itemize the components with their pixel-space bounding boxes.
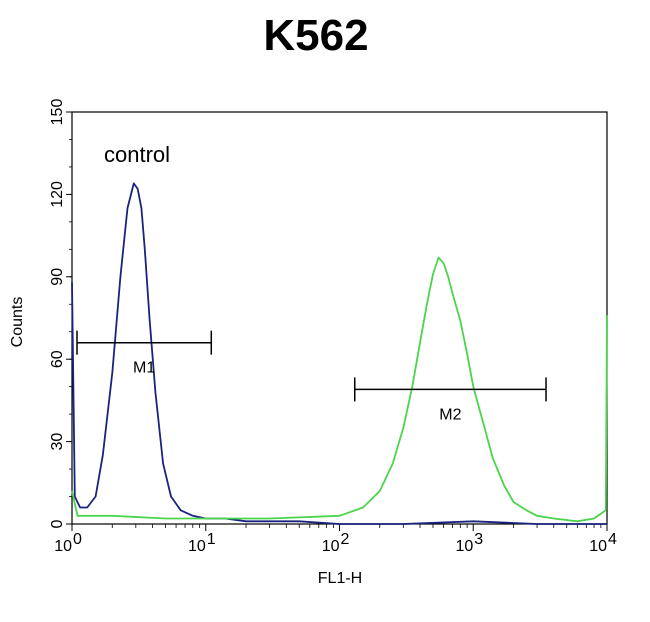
x-tick-exponent: 0 — [73, 531, 82, 548]
x-tick-label: 10 2 — [322, 531, 350, 555]
chart-title: K562 — [263, 11, 368, 60]
x-tick-base: 10 — [188, 538, 206, 555]
y-tick-label: 0 — [49, 519, 66, 528]
x-tick-exponent: 2 — [341, 531, 350, 548]
x-tick-exponent: 4 — [608, 531, 617, 548]
x-axis-label: FL1-H — [318, 570, 362, 587]
x-tick-exponent: 1 — [207, 531, 216, 548]
x-tick-label: 10 4 — [589, 531, 617, 555]
x-tick-label: 10 1 — [188, 531, 216, 555]
y-tick-label: 30 — [49, 433, 66, 451]
x-tick-base: 10 — [589, 538, 607, 555]
y-tick-label: 60 — [49, 350, 66, 368]
control-annotation: control — [104, 142, 170, 167]
x-tick-exponent: 3 — [474, 531, 483, 548]
y-tick-label: 90 — [49, 268, 66, 286]
x-tick-label: 10 0 — [54, 531, 82, 555]
y-tick-label: 120 — [49, 181, 66, 208]
gate-label: M2 — [439, 406, 461, 423]
x-tick-label: 10 3 — [455, 531, 483, 555]
plot-frame — [71, 111, 608, 525]
y-axis-label: Counts — [9, 297, 26, 348]
gate-marker-m2: M2 — [353, 377, 547, 423]
gate-label: M1 — [133, 360, 155, 377]
histogram-series-1 — [71, 182, 607, 525]
histogram-series-2 — [71, 256, 608, 523]
x-tick-base: 10 — [455, 538, 473, 555]
gate-marker-m1: M1 — [76, 330, 213, 377]
x-tick-base: 10 — [322, 538, 340, 555]
x-tick-base: 10 — [54, 538, 72, 555]
y-tick-label: 150 — [49, 99, 66, 126]
